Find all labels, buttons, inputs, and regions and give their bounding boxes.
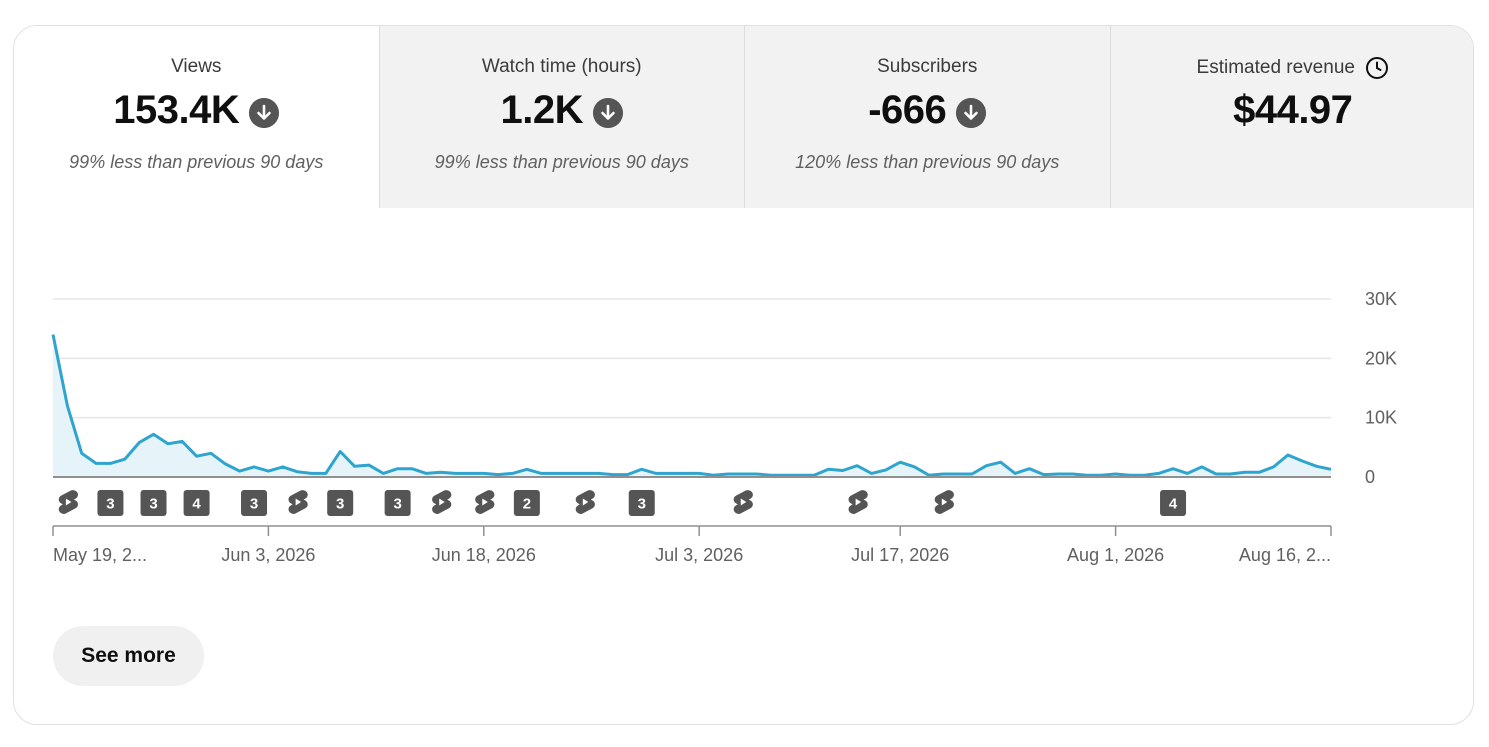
svg-text:2: 2 [523, 496, 531, 513]
y-tick-label: 0 [1365, 467, 1375, 487]
svg-text:3: 3 [638, 496, 646, 513]
shorts-icon[interactable] [58, 490, 78, 514]
tab-revenue-value: $44.97 [1233, 88, 1353, 132]
x-tick-label: Aug 16, 2... [1239, 545, 1331, 565]
x-axis-ticks: May 19, 2... Jun 3, 2026 Jun 18, 2026 Jul 3… [52, 526, 1332, 565]
svg-text:3: 3 [393, 496, 401, 513]
arrow-down-circle-icon [249, 97, 280, 128]
shorts-icon[interactable] [432, 490, 452, 514]
arrow-down-circle-icon [593, 97, 623, 128]
upload-count-badge[interactable]: 3 [241, 490, 268, 516]
x-tick-label: Aug 1, 2026 [1067, 545, 1164, 565]
upload-count-badge[interactable]: 4 [1160, 490, 1187, 516]
chart-grid [53, 298, 1331, 419]
tab-subscribers-label: Subscribers [877, 56, 978, 77]
upload-count-badge[interactable]: 3 [140, 490, 167, 516]
y-tick-label: 30K [1365, 289, 1397, 309]
shorts-icon[interactable] [575, 490, 595, 514]
x-tick-label: Jul 17, 2026 [851, 545, 949, 565]
tab-subscribers-change: 120% less than previous 90 days [795, 152, 1060, 172]
y-tick-label: 20K [1365, 348, 1397, 368]
svg-text:3: 3 [250, 496, 258, 513]
tab-watch-time-label: Watch time (hours) [481, 56, 642, 77]
tab-subscribers-value: -666 [868, 88, 947, 132]
x-tick-label: Jun 3, 2026 [221, 545, 315, 565]
see-more-button[interactable]: See more [53, 626, 204, 686]
x-tick-label: Jun 18, 2026 [432, 545, 536, 565]
shorts-icon[interactable] [475, 490, 495, 514]
tab-watch-time-change: 99% less than previous 90 days [434, 152, 689, 172]
upload-markers: 3 3 4 3 3 3 2 3 4 [58, 490, 1187, 516]
metric-tabs: Views 153.4K 99% less than previous 90 d… [14, 26, 1473, 208]
y-axis-labels: 30K 20K 10K 0 [1365, 289, 1397, 487]
tab-watch-time-value: 1.2K [500, 88, 584, 132]
upload-count-badge[interactable]: 3 [384, 490, 411, 516]
upload-count-badge[interactable]: 3 [327, 490, 354, 516]
views-area [53, 334, 1331, 477]
upload-count-badge[interactable]: 4 [183, 490, 210, 516]
tab-revenue-label: Estimated revenue [1196, 57, 1355, 78]
views-line[interactable] [51, 334, 1332, 477]
clock-icon[interactable] [1365, 56, 1389, 80]
arrow-down-circle-icon [956, 97, 987, 128]
shorts-icon[interactable] [848, 490, 868, 514]
tab-estimated-revenue[interactable]: Estimated revenue $44.97 [1109, 26, 1473, 208]
shorts-icon[interactable] [934, 490, 954, 514]
upload-count-badge[interactable]: 3 [97, 490, 124, 516]
svg-text:4: 4 [1169, 496, 1178, 513]
upload-count-badge[interactable]: 2 [513, 490, 540, 516]
y-tick-label: 10K [1365, 408, 1397, 428]
tab-views[interactable]: Views 153.4K 99% less than previous 90 d… [14, 26, 379, 208]
tab-views-label: Views [171, 56, 222, 77]
shorts-icon[interactable] [288, 490, 308, 514]
svg-text:4: 4 [192, 496, 201, 513]
upload-count-badge[interactable]: 3 [628, 490, 655, 516]
tab-subscribers[interactable]: Subscribers -666 120% less than previous… [744, 26, 1110, 208]
svg-text:3: 3 [336, 496, 344, 513]
svg-text:3: 3 [106, 496, 114, 513]
x-tick-label: May 19, 2... [53, 545, 147, 565]
analytics-card: Views 153.4K 99% less than previous 90 d… [13, 25, 1474, 725]
svg-text:3: 3 [149, 496, 157, 513]
shorts-icon[interactable] [733, 490, 753, 514]
tab-views-value: 153.4K [113, 88, 240, 132]
tab-views-change: 99% less than previous 90 days [69, 152, 324, 172]
x-tick-label: Jul 3, 2026 [655, 545, 743, 565]
tab-watch-time[interactable]: Watch time (hours) 1.2K 99% less than pr… [378, 26, 744, 208]
